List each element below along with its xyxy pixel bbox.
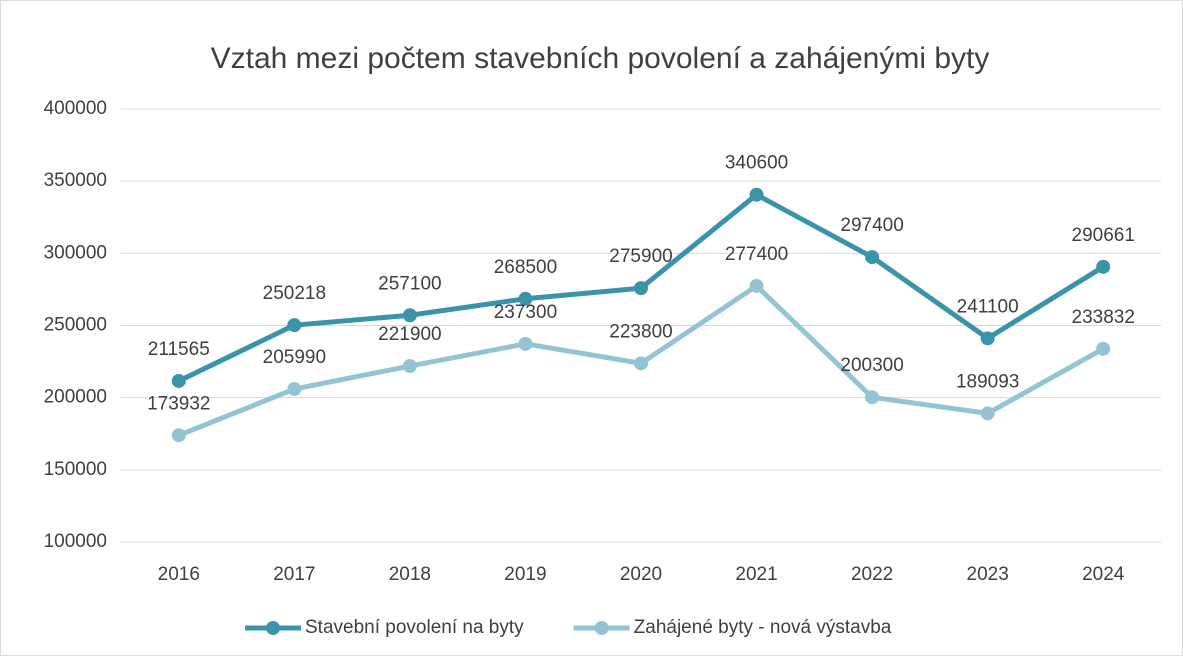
y-tick-label: 350000	[44, 170, 107, 191]
x-tick-label: 2017	[273, 564, 315, 585]
y-tick-label: 250000	[44, 315, 107, 336]
y-tick-label: 200000	[44, 387, 107, 408]
legend-marker	[266, 621, 280, 635]
y-tick-label: 400000	[44, 98, 107, 119]
data-point	[865, 390, 880, 405]
data-point	[980, 406, 995, 421]
x-tick-label: 2020	[620, 564, 662, 585]
data-label: 223800	[609, 321, 672, 342]
legend-label: Stavební povolení na byty	[305, 617, 524, 638]
data-point	[402, 359, 417, 374]
data-label: 275900	[609, 246, 672, 267]
data-label: 200300	[840, 355, 903, 376]
data-point	[402, 308, 417, 323]
data-point	[518, 291, 533, 306]
data-label: 268500	[494, 257, 557, 278]
data-label: 290661	[1072, 225, 1135, 246]
data-point	[865, 250, 880, 265]
x-tick-label: 2018	[389, 564, 431, 585]
data-label: 257100	[378, 273, 441, 294]
data-label: 340600	[725, 153, 788, 174]
x-tick-label: 2023	[967, 564, 1009, 585]
y-tick-label: 300000	[44, 242, 107, 263]
data-point	[980, 331, 995, 346]
legend-label: Zahájené byty - nová výstavba	[634, 617, 892, 638]
x-tick-label: 2022	[851, 564, 893, 585]
data-label: 189093	[956, 371, 1019, 392]
data-point	[634, 356, 648, 371]
data-label: 211565	[148, 339, 210, 360]
data-label: 173932	[147, 393, 210, 414]
data-point	[171, 373, 186, 388]
data-label: 237300	[494, 302, 557, 323]
data-label: 277400	[725, 244, 788, 265]
x-tick-label: 2019	[504, 564, 546, 585]
x-tick-label: 2024	[1082, 564, 1125, 585]
data-label: 241100	[957, 296, 1019, 317]
data-point	[518, 336, 533, 351]
data-point	[634, 281, 648, 296]
y-tick-label: 150000	[44, 459, 107, 480]
chart-title: Vztah mezi počtem stavebních povolení a …	[211, 42, 990, 75]
x-tick-label: 2021	[735, 564, 777, 585]
data-label: 297400	[840, 215, 903, 236]
data-point	[171, 428, 186, 443]
data-point	[1096, 341, 1111, 356]
data-point	[287, 382, 302, 397]
data-point	[1096, 259, 1111, 274]
data-point	[287, 318, 302, 333]
data-point	[749, 187, 764, 202]
data-point	[749, 278, 764, 293]
data-label: 233832	[1072, 307, 1135, 328]
x-tick-label: 2016	[158, 564, 200, 585]
legend-marker	[594, 621, 609, 635]
data-label: 205990	[263, 347, 326, 368]
data-label: 250218	[263, 283, 326, 304]
data-label: 221900	[378, 324, 441, 345]
y-tick-label: 100000	[44, 531, 107, 552]
